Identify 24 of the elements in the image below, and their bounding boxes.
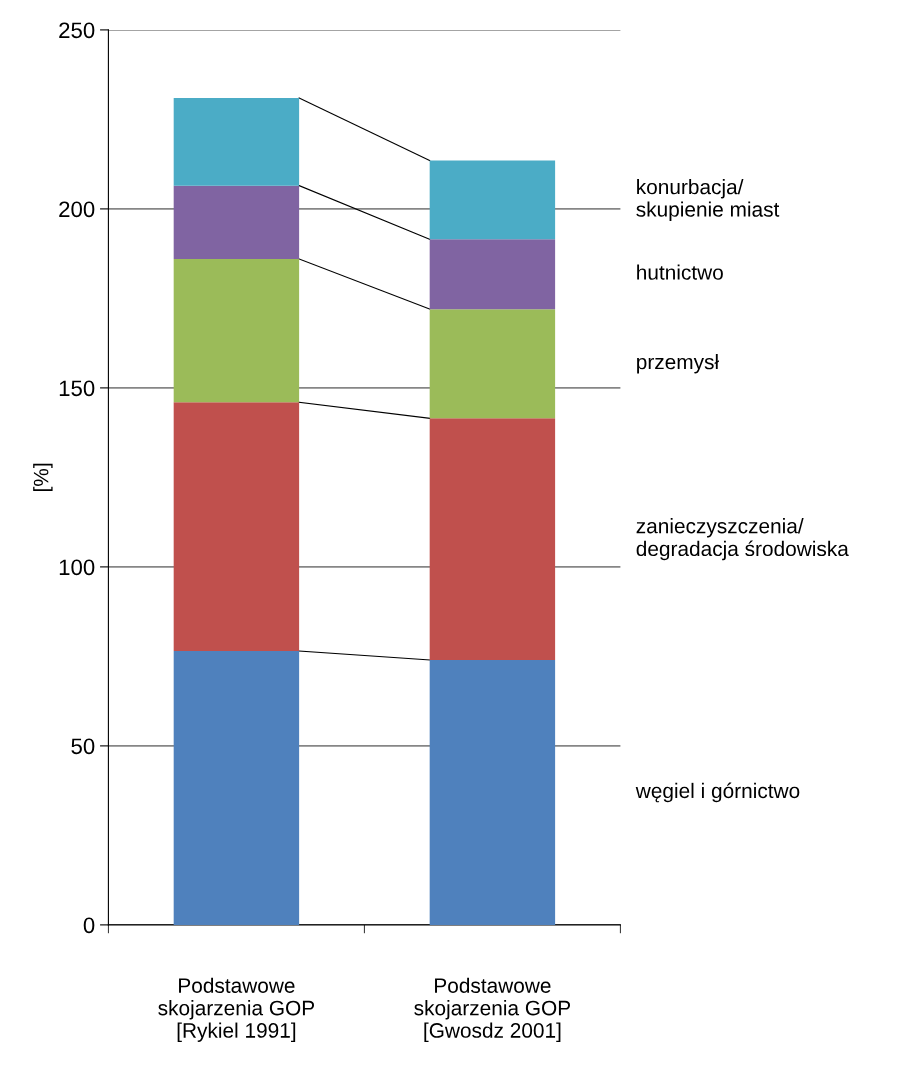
y-tick-label: 0	[83, 917, 95, 934]
y-tick-label: 150	[59, 380, 95, 397]
bar	[429, 418, 556, 660]
bar	[173, 185, 300, 260]
text: węgiel i górnictwo	[635, 782, 800, 803]
bar	[429, 239, 556, 310]
y-tick-label: 200	[59, 201, 95, 218]
bar	[173, 259, 300, 403]
y-axis-title: [%]	[33, 463, 53, 491]
x-tick-label: Podstawowe skojarzenia GOP [Gwosdz 2001]	[414, 977, 571, 1042]
y-tick-label: 100	[59, 559, 95, 576]
bar	[429, 659, 556, 925]
text: konurbacja/ skupienie miast	[636, 179, 780, 221]
text: hutnictwo	[637, 264, 723, 280]
bar	[173, 402, 300, 652]
bar	[429, 309, 556, 419]
bar	[173, 97, 300, 186]
x-tick-label: Podstawowe skojarzenia GOP [Rykiel 1991]	[158, 977, 315, 1042]
text: przemysł	[637, 354, 719, 374]
text: zanieczyszczenia/ degradacja środowiska	[636, 518, 849, 561]
bar	[173, 651, 300, 925]
bar	[429, 160, 556, 240]
y-tick-label: 50	[71, 738, 95, 755]
y-tick-label: 250	[59, 22, 95, 39]
